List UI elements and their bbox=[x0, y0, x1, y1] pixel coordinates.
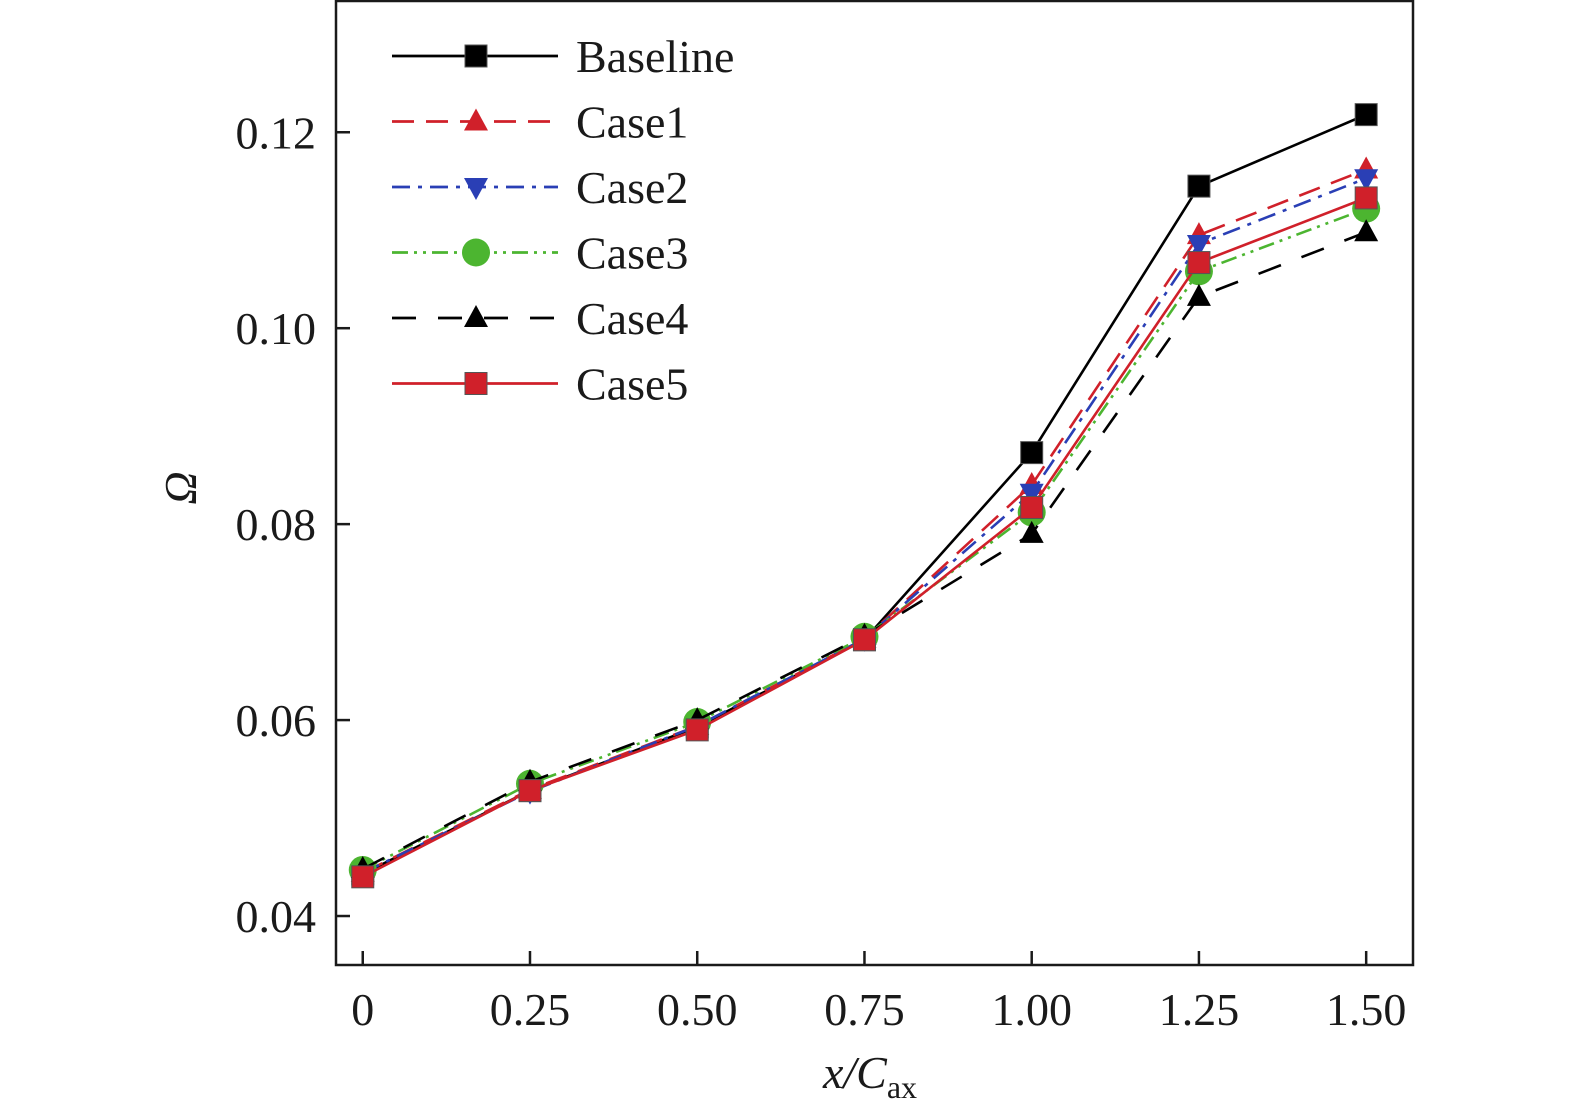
legend-item-case2: Case2 bbox=[392, 162, 688, 213]
series-baseline bbox=[351, 103, 1378, 886]
data-point bbox=[1354, 169, 1379, 192]
y-tick-label: 0.08 bbox=[236, 499, 317, 550]
data-point bbox=[351, 865, 375, 889]
legend-item-case3: Case3 bbox=[392, 228, 688, 279]
data-point bbox=[852, 628, 876, 652]
series-line bbox=[362, 168, 1367, 875]
data-point bbox=[1020, 495, 1044, 519]
series-case2 bbox=[350, 169, 1379, 886]
x-tick-label: 0.50 bbox=[657, 984, 738, 1035]
data-point bbox=[1186, 283, 1211, 306]
legend-item-case5: Case5 bbox=[392, 359, 688, 410]
data-point bbox=[1186, 234, 1211, 257]
legend-item-case1: Case1 bbox=[392, 97, 688, 148]
series-line bbox=[362, 230, 1367, 871]
legend-swatch-marker bbox=[462, 238, 490, 267]
legend-swatch-marker bbox=[464, 178, 488, 200]
series-line bbox=[362, 177, 1367, 875]
data-point bbox=[1187, 251, 1211, 275]
series-line bbox=[362, 207, 1367, 872]
y-axis-label: Ω bbox=[155, 471, 206, 504]
x-axis-label: x/Cax bbox=[822, 1047, 917, 1105]
legend-label: Case4 bbox=[576, 293, 688, 344]
legend-label: Case5 bbox=[576, 359, 688, 410]
x-tick-label: 0 bbox=[351, 984, 374, 1035]
data-point bbox=[685, 718, 709, 742]
legend-item-baseline: Baseline bbox=[392, 31, 734, 82]
data-point bbox=[1020, 441, 1044, 465]
legend-swatch-marker bbox=[464, 305, 488, 327]
legend: Baseline Case1 Case2 Case3 Case4 Case5 bbox=[392, 31, 734, 410]
data-point bbox=[1019, 483, 1044, 506]
x-tick-label: 1.25 bbox=[1159, 984, 1240, 1035]
legend-label: Baseline bbox=[576, 31, 734, 82]
legend-label: Case3 bbox=[576, 228, 688, 279]
legend-swatch-marker bbox=[464, 44, 488, 68]
plot-frame bbox=[334, 0, 1415, 967]
data-point bbox=[1187, 174, 1211, 198]
data-point bbox=[1019, 520, 1044, 543]
series-layer bbox=[348, 103, 1381, 889]
legend-swatch-marker bbox=[464, 372, 488, 395]
series-case1 bbox=[350, 156, 1379, 882]
x-axis-label-subscript: ax bbox=[887, 1069, 917, 1105]
legend-swatch-marker bbox=[464, 108, 488, 131]
series-case5 bbox=[351, 186, 1378, 889]
legend-item-case4: Case4 bbox=[392, 293, 688, 344]
data-point bbox=[1354, 219, 1379, 242]
y-tick-label: 0.10 bbox=[236, 303, 317, 354]
y-tick-label: 0.12 bbox=[236, 107, 317, 158]
x-axis: 0 0.25 0.50 0.75 1.00 1.25 1.50 bbox=[351, 951, 1406, 1035]
x-axis-label-main: x/C bbox=[822, 1047, 888, 1098]
data-point bbox=[518, 779, 542, 803]
data-point bbox=[1354, 103, 1378, 127]
y-tick-label: 0.04 bbox=[236, 891, 317, 942]
x-tick-label: 1.50 bbox=[1326, 984, 1407, 1035]
legend-label: Case2 bbox=[576, 162, 688, 213]
x-tick-label: 0.75 bbox=[824, 984, 905, 1035]
x-tick-label: 1.00 bbox=[991, 984, 1072, 1035]
x-tick-label: 0.25 bbox=[490, 984, 571, 1035]
legend-label: Case1 bbox=[576, 97, 688, 148]
data-point bbox=[1354, 186, 1378, 210]
y-axis: 0.04 0.06 0.08 0.10 0.12 bbox=[236, 107, 350, 942]
series-line bbox=[362, 196, 1367, 878]
plot-area bbox=[334, 0, 1415, 967]
series-case3 bbox=[348, 194, 1381, 884]
y-tick-label: 0.06 bbox=[236, 695, 317, 746]
